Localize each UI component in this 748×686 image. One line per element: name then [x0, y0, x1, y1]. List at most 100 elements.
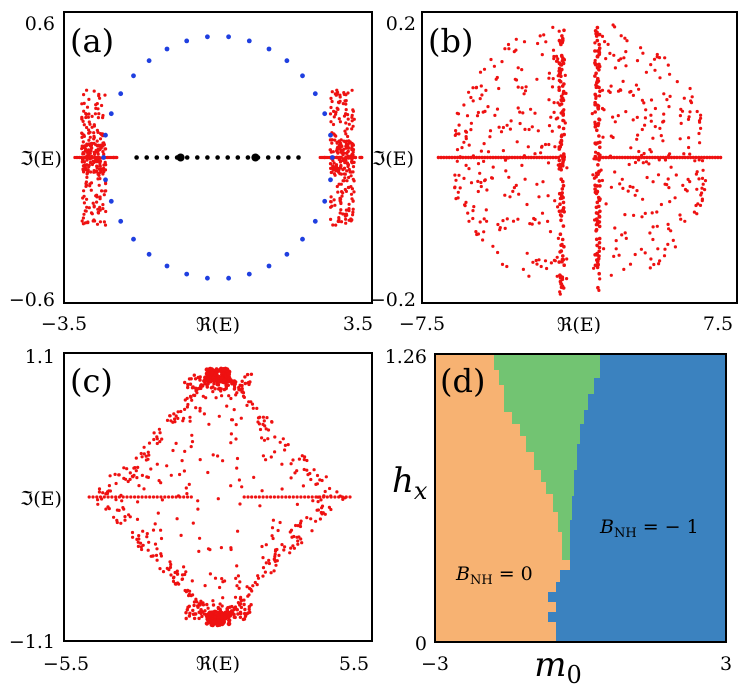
data-point-red: [198, 536, 202, 540]
panel-c-ytick-top: 1.1: [25, 346, 55, 368]
data-point-red: [560, 187, 565, 191]
data-point-red: [206, 382, 210, 386]
data-point-red: [546, 194, 550, 198]
data-point-red: [611, 23, 615, 27]
data-point-red: [500, 60, 504, 64]
panel-b: (b) 0.2 −0.2 −7.5 7.5 ℜ(E) ℑ(E): [370, 11, 738, 336]
data-point-red: [339, 143, 343, 147]
data-point-red: [103, 162, 107, 166]
data-point-red: [232, 387, 237, 391]
data-point-red: [82, 212, 86, 216]
data-point-red: [187, 614, 192, 618]
data-point-red: [348, 495, 352, 499]
data-point-red: [479, 180, 483, 185]
data-point-red: [82, 123, 86, 127]
data-point-red: [551, 77, 555, 81]
data-point-red: [91, 495, 95, 499]
data-point-red: [669, 229, 673, 233]
data-point-red: [87, 495, 91, 499]
data-point-red: [460, 146, 464, 150]
data-point-black: [195, 155, 200, 160]
panel-c-points: [87, 366, 352, 628]
data-point-red: [476, 179, 480, 183]
data-point-red: [559, 194, 564, 199]
data-point-red: [343, 129, 347, 133]
data-point-red: [613, 170, 617, 174]
data-point-red: [318, 478, 322, 482]
data-point-red: [191, 593, 195, 597]
data-point-red: [603, 40, 607, 44]
data-point-red: [284, 495, 288, 499]
data-point-red: [328, 162, 333, 166]
data-point-red: [205, 602, 209, 607]
data-point-red: [599, 168, 603, 172]
data-point-red: [593, 110, 597, 114]
data-point-red: [188, 394, 193, 398]
data-point-red: [621, 79, 625, 83]
data-point-red: [339, 197, 343, 201]
data-point-red: [525, 202, 529, 207]
data-point-red: [516, 106, 520, 110]
data-point-red: [593, 120, 597, 124]
data-point-red: [462, 176, 466, 180]
data-point-red: [685, 189, 689, 193]
data-point-red: [91, 219, 95, 223]
data-point-red: [658, 155, 663, 160]
data-point-red: [530, 222, 534, 226]
data-point-red: [84, 112, 88, 116]
data-point-red: [507, 47, 511, 51]
data-point-red: [595, 211, 600, 216]
data-point-red: [347, 202, 351, 206]
data-point-red: [594, 142, 598, 146]
data-point-red: [543, 142, 548, 147]
data-point-red: [283, 443, 287, 447]
region-green: [494, 354, 600, 560]
data-point-red: [135, 537, 139, 542]
data-point-red: [461, 155, 465, 160]
data-point-red: [339, 172, 343, 176]
data-point-red: [666, 222, 670, 226]
data-point-red: [651, 136, 655, 140]
data-point-red: [135, 476, 139, 480]
data-point-red: [316, 500, 320, 504]
data-point-red: [154, 553, 159, 558]
data-point-red: [97, 183, 101, 187]
data-point-red: [202, 412, 206, 416]
data-point-red: [229, 546, 233, 550]
data-point-red: [294, 523, 298, 528]
data-point-red: [509, 119, 513, 123]
data-point-red: [544, 40, 548, 44]
data-point-red: [533, 217, 537, 222]
data-point-red: [190, 440, 195, 444]
data-point-red: [592, 157, 596, 161]
data-point-red: [350, 115, 354, 119]
data-point-red: [215, 382, 219, 387]
data-point-red: [552, 110, 556, 114]
data-point-blue: [118, 218, 124, 224]
data-point-red: [611, 115, 615, 119]
data-point-red: [84, 115, 88, 120]
data-point-red: [102, 143, 106, 147]
data-point-red: [203, 375, 207, 379]
data-point-red: [160, 498, 164, 502]
data-point-red: [256, 574, 260, 578]
data-point-red: [453, 185, 457, 189]
panel-b-ytick-bottom: −0.2: [370, 289, 416, 311]
data-point-red: [343, 176, 347, 180]
data-point-red: [708, 155, 712, 160]
data-point-red: [682, 152, 686, 156]
data-point-red: [479, 184, 483, 189]
data-point-red: [500, 262, 505, 266]
data-point-red: [226, 383, 230, 387]
data-point-red: [306, 495, 310, 499]
data-point-red: [686, 117, 691, 121]
data-point-red: [194, 406, 198, 410]
data-point-red: [653, 155, 657, 160]
data-point-red: [556, 163, 560, 167]
data-point-red: [239, 605, 244, 610]
data-point-red: [339, 201, 343, 205]
data-point-red: [613, 226, 617, 230]
data-point-red: [552, 258, 557, 262]
data-point-red: [81, 151, 85, 155]
